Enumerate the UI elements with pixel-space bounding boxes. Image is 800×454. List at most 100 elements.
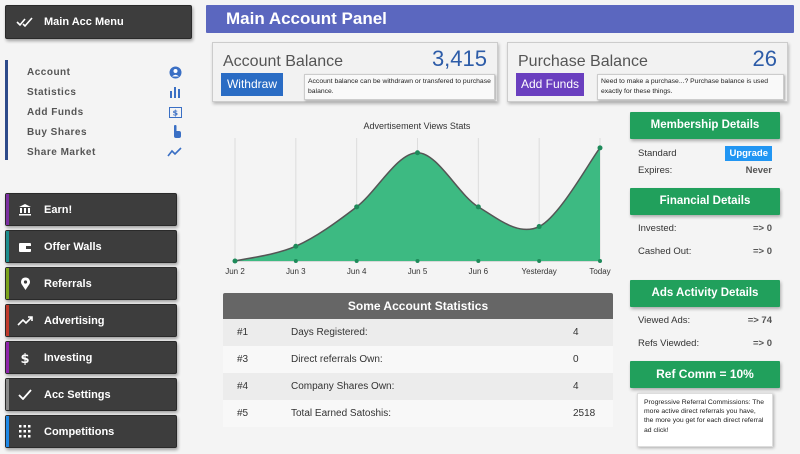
membership-expires-row: Expires: Never [630,163,780,177]
page-title: Main Account Panel [206,5,794,33]
row-value: 4 [573,381,579,392]
main-acc-menu-label: Main Acc Menu [44,16,124,28]
dollar-icon: $ [6,351,44,365]
viewed-ads-value: => 74 [747,314,772,326]
menu-label: Referrals [44,277,92,290]
cashed-out-label: Cashed Out: [638,245,692,257]
menu-accent [6,416,9,447]
menu-referrals-button[interactable]: Referrals [5,267,177,300]
chart-tick-label: Jun 6 [469,267,489,276]
sidebar-item-label: Account [27,66,71,78]
invested-value: => 0 [752,222,772,234]
upgrade-button[interactable]: Upgrade [725,145,772,161]
sidebar-item-buy-shares[interactable]: Buy Shares [27,122,182,142]
check-icon [6,389,44,400]
menu-accent [6,194,9,225]
menu-label: Competitions [44,425,115,438]
advertisement-views-chart: Advertisement Views Stats Jun 2 Jun 3 Jun … [225,121,610,276]
chart-point-5 [536,224,542,230]
row-number: #4 [237,381,249,392]
chart-point-4 [475,204,481,210]
invested-row: Invested: => 0 [630,221,780,235]
sidebar-item-label: Buy Shares [27,126,88,138]
side-nav-accent [5,60,8,160]
row-label: Total Earned Satoshis: [291,408,392,419]
table-row: #1 Days Registered: 4 [223,319,613,346]
menu-label: Acc Settings [44,388,111,401]
chart-tick-label: Today [589,267,610,276]
sidebar-item-share-market[interactable]: Share Market [27,142,182,162]
chart-axis-dot-5 [537,259,542,263]
chart-tick-label: Yesterday [522,267,557,276]
bar-chart-icon [169,86,182,98]
row-label: Direct referrals Own: [291,354,383,365]
account-balance-value: 3,415 [431,46,487,71]
main-acc-menu-button[interactable]: Main Acc Menu [5,5,192,39]
menu-competitions-button[interactable]: Competitions [5,415,177,448]
table-row: #5 Total Earned Satoshis: 2518 [223,400,613,427]
sidebar-item-account[interactable]: Account [27,62,182,82]
financial-details-button[interactable]: Financial Details [630,188,780,215]
chart-axis-dot-2 [354,259,359,263]
dots-grid-icon [6,425,44,438]
menu-label: Earn! [44,203,73,216]
row-number: #5 [237,408,249,419]
chart-title: Advertisement Views Stats [364,121,471,131]
menu-accent [6,268,9,299]
membership-level-row: Standard Upgrade [630,145,780,161]
chart-area-fill [235,147,600,261]
purchase-balance-title: Purchase Balance [518,53,648,70]
cashed-out-row: Cashed Out: => 0 [630,244,780,258]
chart-axis-dot-6 [598,259,602,263]
account-balance-title: Account Balance [223,53,344,70]
ref-comm-button[interactable]: Ref Comm = 10% [630,361,780,388]
menu-label: Investing [44,351,93,364]
account-statistics-table: Some Account Statistics #1 Days Register… [223,293,613,427]
purchase-balance-value: 26 [752,46,777,71]
chart-axis-dot-4 [476,259,481,263]
chart-point-3 [415,150,420,156]
menu-acc-settings-button[interactable]: Acc Settings [5,378,177,411]
membership-details-button[interactable]: Membership Details [630,112,780,139]
double-check-icon [6,16,44,28]
chart-tick-label: Jun 5 [408,267,428,276]
refs-viewed-label: Refs Viewded: [638,337,700,349]
menu-accent [6,379,9,410]
statistics-title: Some Account Statistics [223,293,613,319]
sidebar-item-statistics[interactable]: Statistics [27,82,182,102]
chart-line [234,147,601,262]
sidebar-item-add-funds[interactable]: Add Funds $ [27,102,182,122]
pointer-hand-icon [171,125,182,139]
ads-activity-details-button[interactable]: Ads Activity Details [630,280,780,307]
menu-earn-button[interactable]: Earn! [5,193,177,226]
menu-accent [6,342,9,373]
row-value: 4 [573,327,579,338]
add-funds-button[interactable]: Add Funds [516,73,584,96]
menu-investing-button[interactable]: $ Investing [5,341,177,374]
row-label: Company Shares Own: [291,381,395,392]
table-row: #3 Direct referrals Own: 0 [223,346,613,373]
expires-label: Expires: [638,164,673,176]
invested-label: Invested: [638,222,677,234]
row-label: Days Registered: [291,327,368,338]
expires-value: Never [745,164,772,176]
chart-tick-label: Jun 4 [347,267,367,276]
chart-tick-label: Jun 3 [286,267,306,276]
svg-text:$: $ [172,108,178,117]
dollar-icon: $ [169,106,182,118]
row-value: 0 [573,354,579,365]
trend-icon [167,147,182,157]
menu-advertising-button[interactable]: Advertising [5,304,177,337]
menu-offer-walls-button[interactable]: Offer Walls [5,230,177,263]
menu-label: Advertising [44,314,105,327]
sidebar-item-label: Statistics [27,86,77,98]
trending-up-icon [6,315,44,326]
purchase-balance-note: Need to make a purchase...? Purchase bal… [597,74,784,100]
withdraw-button[interactable]: Withdraw [221,73,283,96]
menu-accent [6,305,9,336]
viewed-ads-label: Viewed Ads: [638,314,691,326]
bank-icon [6,203,44,216]
cashed-out-value: => 0 [752,245,772,257]
account-balance-note: Account balance can be withdrawn or tran… [304,74,495,100]
refs-viewed-row: Refs Viewded: => 0 [630,336,780,350]
